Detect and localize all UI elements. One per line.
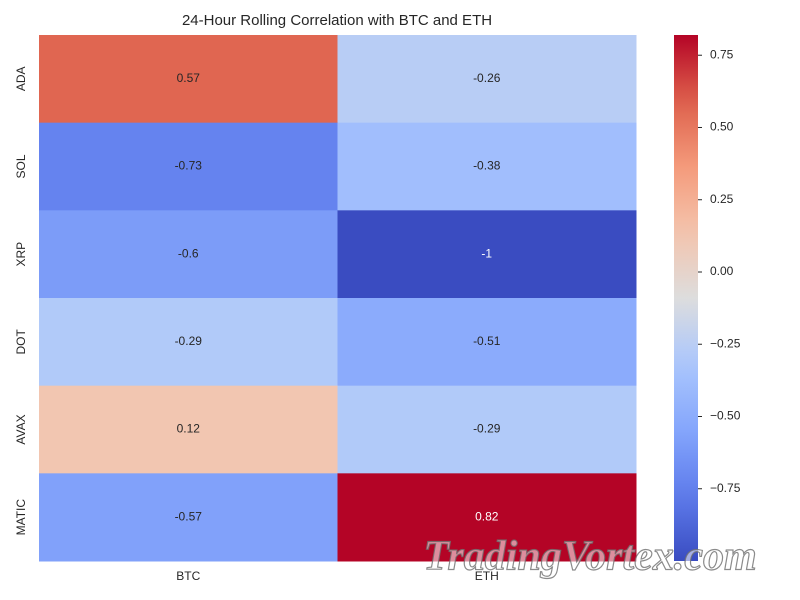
cell-label: 0.12 <box>177 422 201 436</box>
cell-label: -0.26 <box>473 71 501 85</box>
watermark: TradingVortex.com <box>423 534 756 580</box>
heatmap-cell <box>39 210 338 299</box>
colorbar-tick-label: −0.50 <box>710 409 741 423</box>
heatmap-cell <box>39 35 338 124</box>
heatmap-cell <box>337 35 637 124</box>
cell-label: 0.57 <box>177 71 201 85</box>
colorbar-tick-label: −0.25 <box>710 336 741 350</box>
cell-label: -0.29 <box>473 422 501 436</box>
colorbar-tick-label: −0.75 <box>710 481 741 495</box>
colorbar-tick-label: 0.50 <box>710 120 734 134</box>
cell-label: 0.82 <box>475 509 499 523</box>
cell-label: -0.57 <box>175 509 203 523</box>
cell-label: -0.38 <box>473 159 501 173</box>
chart-title: 24-Hour Rolling Correlation with BTC and… <box>182 12 492 29</box>
heatmap-cell <box>39 473 338 562</box>
y-tick-label: MATIC <box>14 499 28 536</box>
heatmap-cell <box>39 122 338 211</box>
y-tick-label: ADA <box>14 66 28 91</box>
heatmap-cell <box>337 385 637 474</box>
y-tick-label: XRP <box>14 242 28 267</box>
colorbar-tick-label: 0.75 <box>710 47 734 61</box>
y-tick-label: AVAX <box>14 414 28 444</box>
y-tick-label: DOT <box>14 329 28 355</box>
heatmap-cell <box>337 122 637 211</box>
heatmap-cell <box>39 298 338 387</box>
x-tick-label: ETH <box>475 569 499 583</box>
heatmap-cell <box>337 298 637 387</box>
cell-label: -0.73 <box>175 159 203 173</box>
heatmap-cell <box>337 473 637 562</box>
cell-label: -0.29 <box>175 334 203 348</box>
y-tick-label: SOL <box>14 154 28 178</box>
cell-label: -1 <box>481 246 492 260</box>
cell-label: -0.6 <box>178 246 199 260</box>
heatmap-cell <box>39 385 338 474</box>
colorbar <box>674 35 698 561</box>
heatmap-cell <box>337 210 637 299</box>
cell-label: -0.51 <box>473 334 501 348</box>
x-tick-label: BTC <box>176 569 200 583</box>
colorbar-tick-label: 0.25 <box>710 192 734 206</box>
colorbar-tick-label: 0.00 <box>710 264 734 278</box>
